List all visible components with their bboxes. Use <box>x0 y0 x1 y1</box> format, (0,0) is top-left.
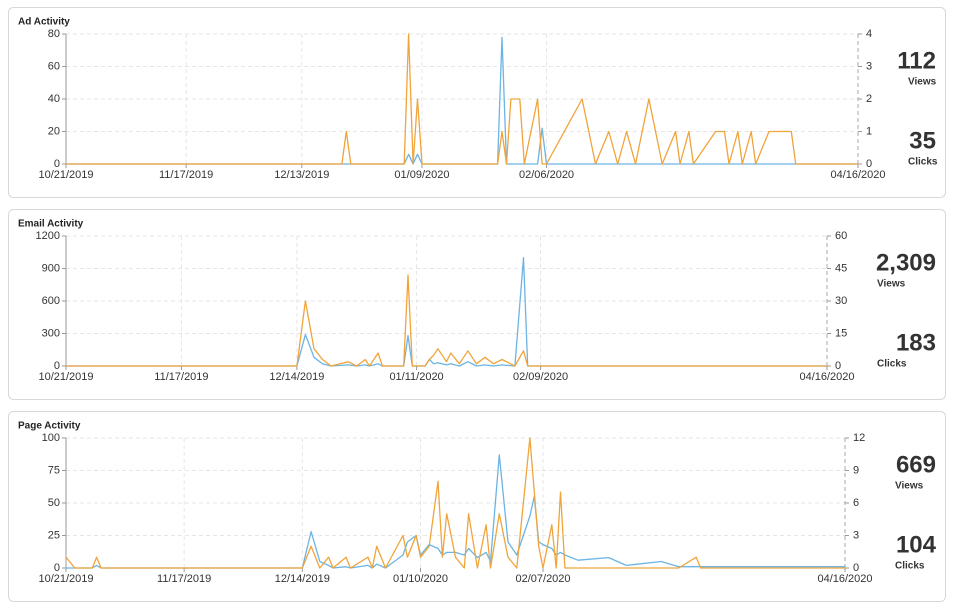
x-tick-label: 11/17/2019 <box>154 371 208 383</box>
y-tick-label: 40 <box>48 93 60 105</box>
y2-tick-label: 0 <box>835 360 841 372</box>
y2-tick-label: 45 <box>835 262 847 274</box>
chart-title: Ad Activity <box>18 17 70 28</box>
x-tick-label: 12/13/2019 <box>274 169 329 181</box>
x-tick-label: 10/21/2019 <box>38 169 93 181</box>
y2-tick-label: 0 <box>853 562 859 574</box>
y2-tick-label: 3 <box>866 60 872 72</box>
y2-tick-label: 9 <box>853 464 859 476</box>
y-tick-label: 100 <box>42 432 60 444</box>
y2-tick-label: 1 <box>866 125 872 137</box>
y-tick-label: 60 <box>48 60 60 72</box>
stat-total: 104 <box>896 531 937 558</box>
panel <box>8 411 946 602</box>
x-tick-label: 04/16/2020 <box>817 573 872 585</box>
stat-name: Views <box>895 481 924 492</box>
stat-name: Views <box>908 77 937 88</box>
y2-tick-label: 3 <box>853 529 859 541</box>
stat-total: 2,309 <box>876 249 936 276</box>
y-tick-label: 75 <box>48 464 60 476</box>
series-line <box>66 33 858 165</box>
series-line <box>66 36 858 165</box>
y-tick-label: 80 <box>48 28 60 40</box>
y2-tick-label: 12 <box>853 432 865 444</box>
x-tick-label: 04/16/2020 <box>799 371 854 383</box>
y-tick-label: 0 <box>54 562 60 574</box>
stat-total: 183 <box>896 329 936 356</box>
stat-total: 112 <box>897 47 936 74</box>
y2-tick-label: 30 <box>835 295 847 307</box>
x-tick-label: 04/16/2020 <box>830 169 885 181</box>
y2-tick-label: 15 <box>835 327 847 339</box>
panel <box>8 209 946 400</box>
y-tick-label: 1200 <box>36 230 60 242</box>
stat-name: Clicks <box>877 359 907 370</box>
x-tick-label: 12/14/2019 <box>269 371 324 383</box>
series-line <box>65 437 845 569</box>
y-tick-label: 900 <box>42 262 60 274</box>
y-tick-label: 50 <box>48 497 60 509</box>
chart-title: Page Activity <box>18 421 81 432</box>
x-tick-label: 01/10/2020 <box>393 573 448 585</box>
y-tick-label: 300 <box>42 327 60 339</box>
x-tick-label: 11/17/2019 <box>159 169 213 181</box>
x-tick-label: 12/14/2019 <box>275 573 330 585</box>
x-tick-label: 01/09/2020 <box>394 169 449 181</box>
x-tick-label: 10/21/2019 <box>38 371 93 383</box>
y-tick-label: 0 <box>54 360 60 372</box>
y-tick-label: 0 <box>54 158 60 170</box>
chart-title: Email Activity <box>18 219 84 230</box>
y2-tick-label: 0 <box>866 158 872 170</box>
stat-total: 669 <box>896 451 936 478</box>
y2-tick-label: 6 <box>853 497 859 509</box>
y-tick-label: 600 <box>42 295 60 307</box>
x-tick-label: 02/07/2020 <box>515 573 570 585</box>
y2-tick-label: 2 <box>866 93 872 105</box>
stat-total: 35 <box>909 127 936 154</box>
x-tick-label: 10/21/2019 <box>38 573 93 585</box>
x-tick-label: 02/09/2020 <box>513 371 568 383</box>
y-tick-label: 25 <box>48 529 60 541</box>
panel <box>8 7 946 198</box>
stat-name: Views <box>877 279 906 290</box>
series-line <box>66 274 827 367</box>
y2-tick-label: 4 <box>866 28 872 40</box>
stat-name: Clicks <box>908 157 938 168</box>
x-tick-label: 11/17/2019 <box>157 573 211 585</box>
stat-name: Clicks <box>895 561 925 572</box>
y-tick-label: 20 <box>48 125 60 137</box>
y2-tick-label: 60 <box>835 230 847 242</box>
series-line <box>66 454 845 569</box>
x-tick-label: 02/06/2020 <box>519 169 574 181</box>
x-tick-label: 01/11/2020 <box>389 371 443 383</box>
